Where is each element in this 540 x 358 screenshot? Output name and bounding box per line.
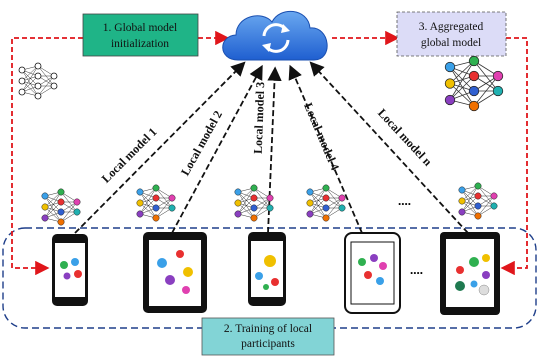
ellipsis: .... <box>410 262 423 277</box>
box-text: global model <box>421 37 481 49</box>
global-net <box>19 63 57 99</box>
box-text: 2. Training of local <box>224 323 312 335</box>
local-net <box>307 185 345 221</box>
device <box>440 232 500 315</box>
device <box>344 232 401 314</box>
upload-arrow <box>288 64 363 234</box>
upload-arrow <box>309 61 469 234</box>
local-net <box>459 183 497 219</box>
init-box <box>82 13 199 57</box>
init-flow <box>11 37 83 276</box>
ellipsis: .... <box>398 193 411 208</box>
training-box <box>201 317 335 356</box>
box-text: initialization <box>111 38 169 50</box>
cloud <box>222 10 328 61</box>
local-model-label: Local model 4 <box>301 101 342 173</box>
aggregate-box <box>396 11 507 57</box>
upload-arrow <box>74 61 246 234</box>
upload-arrow <box>171 64 263 234</box>
box-text: 3. Aggregated <box>419 21 484 33</box>
local-net <box>235 185 273 221</box>
local-net <box>42 189 80 225</box>
local-model-label: Local model 2 <box>178 108 225 178</box>
local-model-label: Local model 3 <box>251 82 268 154</box>
aggregate-flow <box>500 37 528 276</box>
local-model-label: Local model 1 <box>99 125 160 186</box>
box-text: 1. Global model <box>103 22 177 34</box>
device <box>248 232 286 306</box>
aggregated-net <box>445 56 503 111</box>
device <box>52 234 88 306</box>
local-model-label: Local model n <box>375 106 435 169</box>
device <box>143 232 207 313</box>
box-text: participants <box>241 338 295 350</box>
local-net <box>137 185 175 221</box>
